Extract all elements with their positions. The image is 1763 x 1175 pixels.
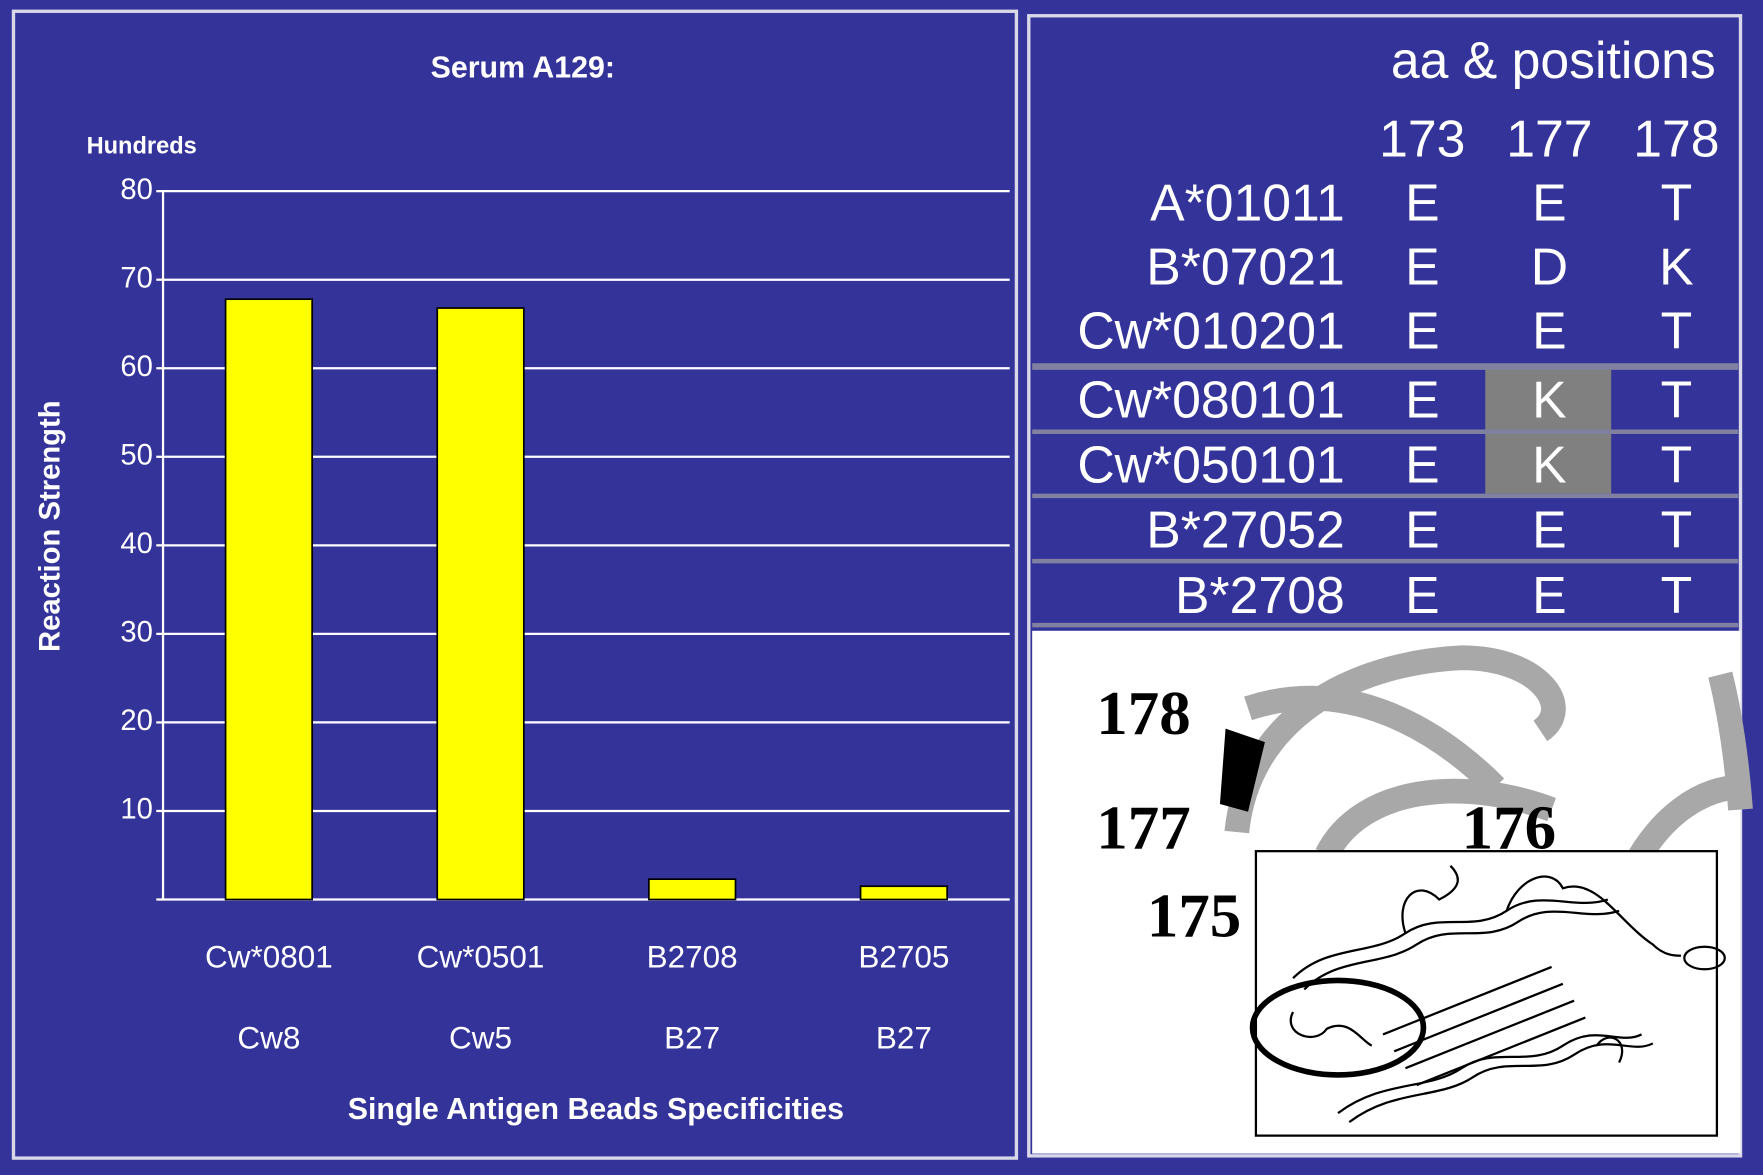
- column-header: 178: [1633, 109, 1719, 167]
- x-tick-label: B2708: [647, 939, 738, 974]
- row-label: A*01011: [1150, 174, 1345, 232]
- cell: E: [1405, 238, 1440, 296]
- cell: D: [1531, 238, 1568, 296]
- chart-title: Serum A129:: [431, 52, 615, 85]
- x-tick-label: B2705: [858, 939, 949, 974]
- cell: T: [1661, 370, 1693, 428]
- units-label: Hundreds: [87, 134, 197, 160]
- cell: E: [1405, 370, 1440, 428]
- cell: K: [1532, 370, 1567, 428]
- row-label: Cw*050101: [1077, 436, 1344, 494]
- row-label: B*2708: [1175, 566, 1345, 624]
- y-axis-label: Reaction Strength: [34, 400, 66, 652]
- row-label: B*27052: [1146, 501, 1344, 559]
- residue-label: 175: [1147, 880, 1241, 950]
- x-group-label: Cw5: [449, 1020, 512, 1055]
- x-group-label: B27: [664, 1020, 720, 1055]
- cell: T: [1661, 436, 1693, 494]
- cell: K: [1659, 238, 1694, 296]
- chart-panel: [11, 9, 1019, 1160]
- residue-label: 177: [1096, 793, 1190, 863]
- bar: [859, 885, 948, 901]
- cell: K: [1532, 436, 1567, 494]
- cell: E: [1532, 302, 1567, 360]
- y-tick-label: 10: [120, 794, 153, 826]
- cell: T: [1661, 566, 1693, 624]
- cell: E: [1405, 566, 1440, 624]
- x-tick-label: Cw*0501: [417, 939, 545, 974]
- y-tick-label: 30: [120, 617, 153, 649]
- x-tick-label: Cw*0801: [205, 939, 333, 974]
- structure-image: 178 177 176 175: [1032, 630, 1753, 1154]
- row-label: B*07021: [1146, 238, 1344, 296]
- column-header: 177: [1506, 109, 1592, 167]
- inset-ribbon: [1289, 864, 1726, 1124]
- table-title: aa & positions: [1391, 31, 1716, 89]
- inset-circle: [1249, 977, 1427, 1078]
- cell: E: [1405, 436, 1440, 494]
- row-label: Cw*010201: [1077, 302, 1344, 360]
- plot: 10 20 30 40 50 60 70 80 Cw*0801 Cw8 Cw*0501 Cw5 B270…: [120, 174, 1010, 1055]
- y-tick-label: 50: [120, 440, 153, 472]
- cell: T: [1661, 501, 1693, 559]
- y-tick-label: 60: [120, 351, 153, 383]
- y-tick-label: 40: [120, 528, 153, 560]
- residue-label: 178: [1096, 678, 1190, 748]
- highlight-residue: [1219, 728, 1265, 812]
- y-tick-label: 20: [120, 705, 153, 737]
- row-label: Cw*080101: [1077, 370, 1344, 428]
- bar: [436, 307, 525, 901]
- y-tick-label: 80: [120, 174, 153, 206]
- cell: E: [1405, 501, 1440, 559]
- cell: E: [1405, 302, 1440, 360]
- ribbon-shapes: [1224, 645, 1753, 904]
- bar: [648, 878, 737, 901]
- cell: E: [1532, 566, 1567, 624]
- column-header: 173: [1379, 109, 1465, 167]
- cell: E: [1405, 174, 1440, 232]
- bar: [224, 298, 313, 901]
- x-group-label: B27: [876, 1020, 932, 1055]
- x-axis-label: Single Antigen Beads Specificities: [348, 1093, 844, 1126]
- y-tick-label: 70: [120, 262, 153, 294]
- cell: T: [1661, 174, 1693, 232]
- cell: T: [1661, 302, 1693, 360]
- cell: E: [1532, 174, 1567, 232]
- table-panel: [1027, 14, 1743, 1158]
- x-group-label: Cw8: [237, 1020, 300, 1055]
- cell: E: [1532, 501, 1567, 559]
